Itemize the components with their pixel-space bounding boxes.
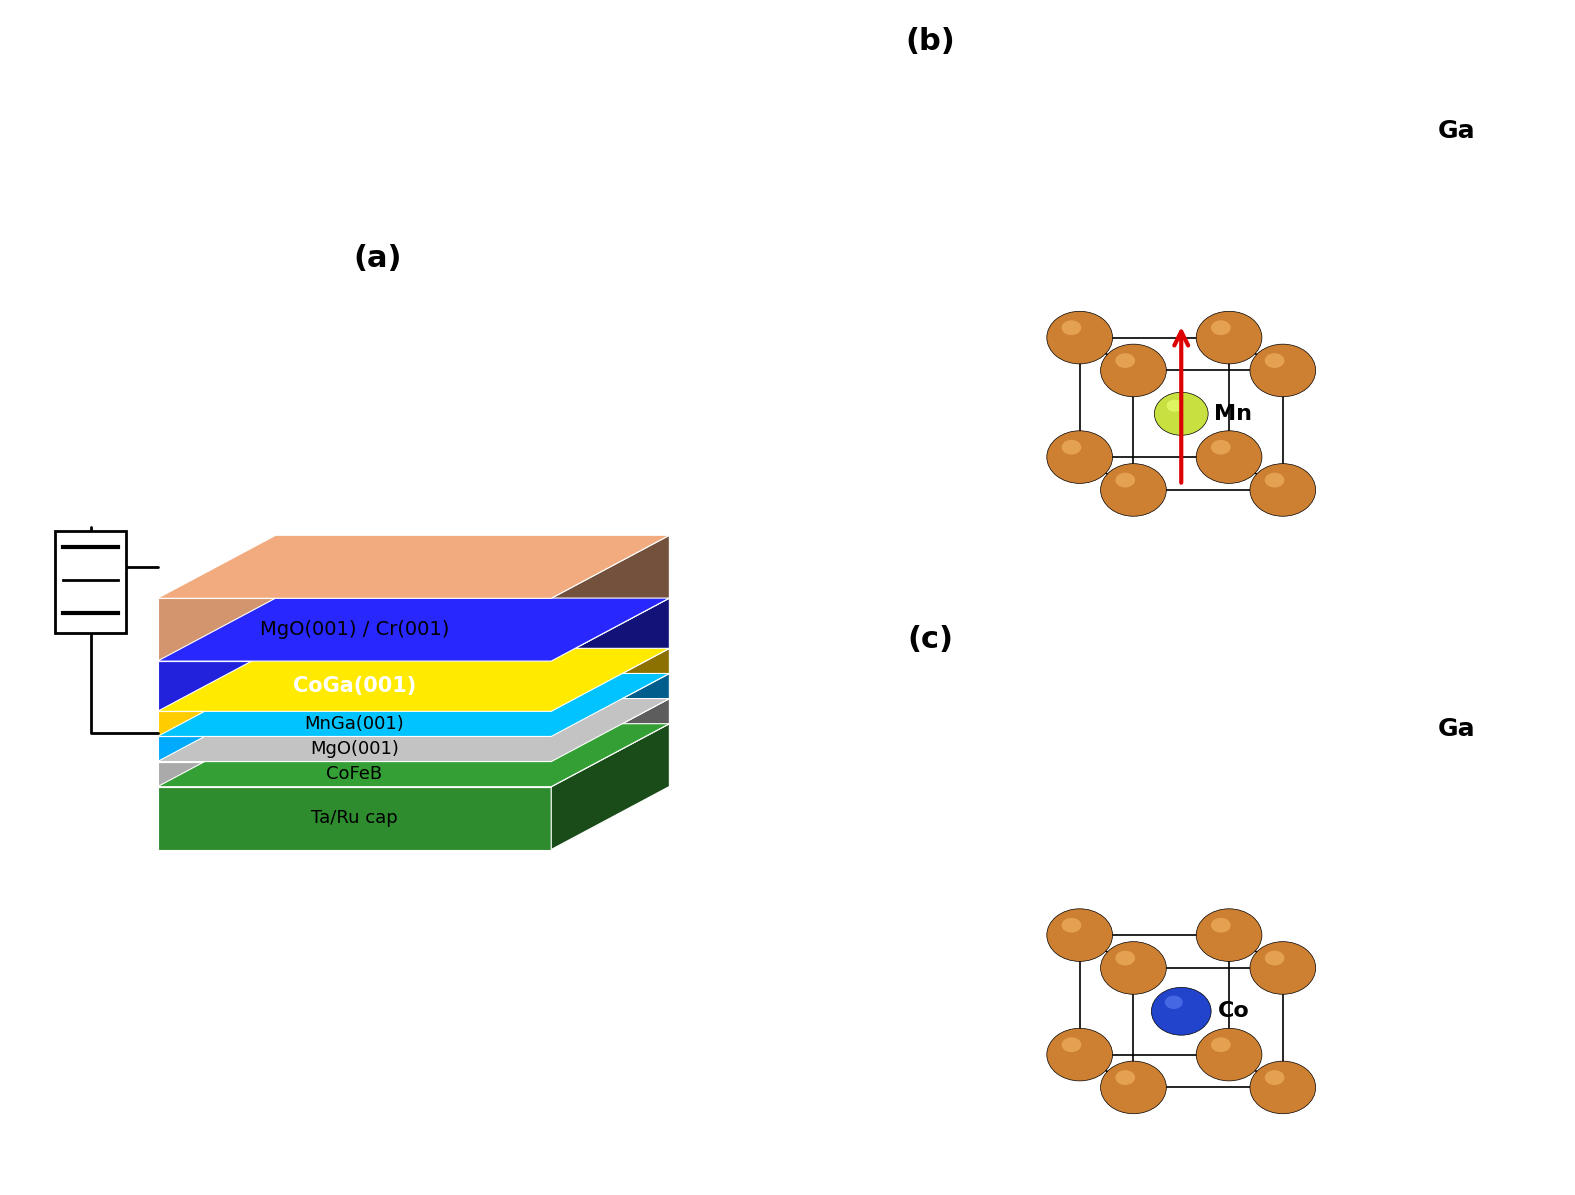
Text: Co: Co [1219, 1001, 1251, 1022]
Ellipse shape [1166, 995, 1183, 1009]
Ellipse shape [1062, 320, 1082, 335]
Polygon shape [158, 674, 669, 736]
Ellipse shape [1167, 399, 1183, 412]
Ellipse shape [1101, 344, 1167, 397]
Ellipse shape [1062, 440, 1082, 454]
Ellipse shape [1211, 320, 1230, 335]
Ellipse shape [1265, 1071, 1285, 1085]
Polygon shape [158, 699, 669, 761]
Ellipse shape [1195, 431, 1262, 484]
Polygon shape [158, 649, 669, 711]
Ellipse shape [1251, 942, 1315, 994]
Ellipse shape [1062, 918, 1082, 932]
Text: MgO(001) / Cr(001): MgO(001) / Cr(001) [260, 620, 449, 639]
Polygon shape [158, 599, 551, 661]
Polygon shape [158, 761, 551, 786]
Ellipse shape [1154, 392, 1208, 435]
Text: Ga: Ga [1438, 120, 1476, 143]
Ellipse shape [1115, 354, 1136, 368]
Polygon shape [158, 711, 551, 736]
Ellipse shape [1265, 951, 1285, 966]
Ellipse shape [1062, 1037, 1082, 1052]
Ellipse shape [1195, 1028, 1262, 1080]
Text: MgO(001): MgO(001) [310, 740, 398, 758]
Ellipse shape [1151, 987, 1211, 1035]
Polygon shape [55, 531, 126, 633]
Ellipse shape [1251, 1061, 1315, 1114]
Ellipse shape [1251, 464, 1315, 516]
Polygon shape [551, 699, 669, 786]
Ellipse shape [1115, 951, 1136, 966]
Ellipse shape [1047, 431, 1112, 484]
Ellipse shape [1047, 1028, 1112, 1080]
Ellipse shape [1101, 942, 1167, 994]
Polygon shape [158, 535, 669, 599]
Ellipse shape [1047, 312, 1112, 364]
Text: Ga: Ga [1438, 717, 1476, 741]
Polygon shape [551, 724, 669, 850]
Polygon shape [158, 598, 669, 661]
Ellipse shape [1101, 1061, 1167, 1114]
Text: (a): (a) [354, 244, 402, 274]
Polygon shape [551, 535, 669, 661]
Ellipse shape [1101, 464, 1167, 516]
Text: Mn: Mn [1214, 404, 1252, 424]
Ellipse shape [1265, 473, 1285, 488]
Ellipse shape [1115, 473, 1136, 488]
Polygon shape [551, 674, 669, 761]
Ellipse shape [1047, 909, 1112, 961]
Polygon shape [158, 661, 551, 711]
Ellipse shape [1195, 312, 1262, 364]
Ellipse shape [1265, 354, 1285, 368]
Ellipse shape [1211, 440, 1230, 454]
Ellipse shape [1211, 1037, 1230, 1052]
Polygon shape [551, 598, 669, 711]
Text: (c): (c) [907, 625, 953, 654]
Text: (b): (b) [906, 27, 954, 56]
Polygon shape [158, 736, 551, 761]
Text: Ta/Ru cap: Ta/Ru cap [310, 809, 398, 827]
Ellipse shape [1115, 1071, 1136, 1085]
Ellipse shape [1211, 918, 1230, 932]
Ellipse shape [1195, 909, 1262, 961]
Text: MnGa(001): MnGa(001) [304, 715, 405, 733]
Ellipse shape [1251, 344, 1315, 397]
Text: CoFeB: CoFeB [326, 765, 383, 783]
Text: CoGa(001): CoGa(001) [293, 676, 416, 697]
Polygon shape [158, 724, 669, 786]
Polygon shape [551, 649, 669, 736]
Polygon shape [158, 786, 551, 850]
